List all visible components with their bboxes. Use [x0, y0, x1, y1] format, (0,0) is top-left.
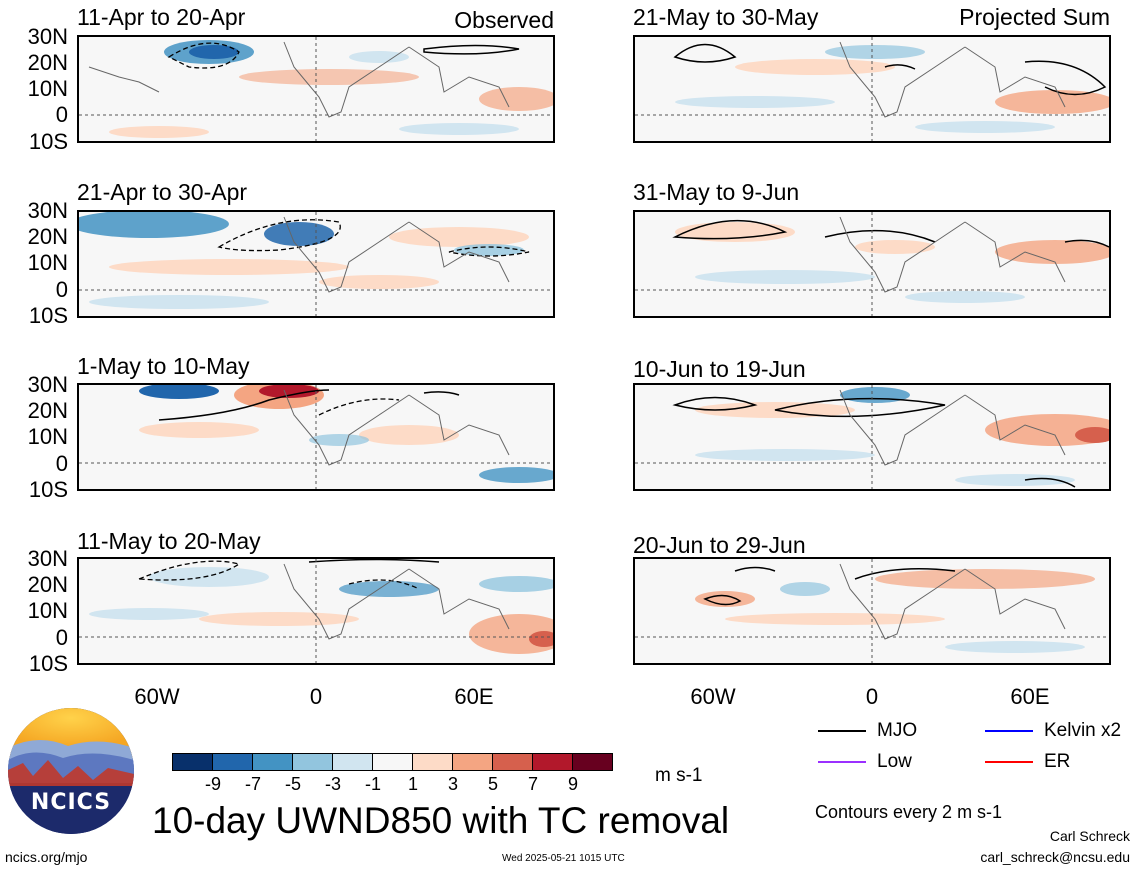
colorbar-tick-label: 3 — [447, 774, 458, 794]
panel-title: 10-Jun to 19-Jun — [633, 356, 806, 382]
lat-label: 10N — [27, 598, 68, 623]
colorbar-swatch — [252, 753, 293, 771]
colorbar-tick-label: 9 — [567, 774, 578, 794]
colorbar-tick-label: -1 — [364, 774, 381, 794]
colorbar-swatch — [212, 753, 253, 771]
lat-label: 30N — [27, 372, 68, 397]
lat-label: 30N — [27, 546, 68, 571]
map-panel — [633, 383, 1111, 491]
legend-line-kelvin — [985, 730, 1033, 732]
contours-note: Contours every 2 m s-1 — [815, 802, 1003, 822]
lat-label: 0 — [55, 451, 68, 476]
lat-label: 20N — [27, 50, 68, 75]
colorbar-swatch — [372, 753, 413, 771]
footer-url[interactable]: ncics.org/mjo — [5, 849, 88, 865]
legend-label-mjo: MJO — [877, 720, 918, 741]
colorbar-swatch — [452, 753, 493, 771]
legend-line-er — [985, 761, 1033, 763]
panel-title: 11-Apr to 20-Apr — [77, 4, 246, 30]
colorbar-swatch — [572, 753, 613, 771]
panel-corner-label: Projected Sum — [959, 4, 1110, 30]
colorbar-swatch — [532, 753, 573, 771]
legend-label-er: ER — [1044, 751, 1071, 772]
colorbar — [172, 753, 613, 773]
map-panel — [633, 35, 1111, 143]
colorbar-tick-label: -5 — [284, 774, 301, 794]
panel-corner-label: Observed — [454, 7, 554, 33]
lon-label: 60E — [1010, 684, 1050, 709]
colorbar-tick-label: 5 — [487, 774, 498, 794]
colorbar-swatch — [172, 753, 213, 771]
lon-label: 60W — [690, 684, 736, 709]
lat-label: 10S — [28, 303, 68, 328]
lat-label: 10S — [28, 477, 68, 502]
lat-label: 10S — [28, 129, 68, 154]
map-panel — [77, 557, 555, 665]
map-panel — [77, 210, 555, 318]
credit-email: carl_schreck@ncsu.edu — [980, 849, 1130, 865]
lat-label: 30N — [27, 198, 68, 223]
colorbar-tick-label: -3 — [324, 774, 341, 794]
colorbar-swatch — [412, 753, 453, 771]
lat-label: 20N — [27, 224, 68, 249]
map-panel — [77, 383, 555, 491]
colorbar-swatch — [492, 753, 533, 771]
ncics-logo: NCICS — [8, 708, 134, 834]
panel-title: 21-Apr to 30-Apr — [77, 179, 248, 205]
lon-label: 60W — [134, 684, 180, 709]
colorbar-swatch — [332, 753, 373, 771]
lat-label: 0 — [55, 102, 68, 127]
map-panel — [77, 35, 555, 143]
map-panel — [633, 210, 1111, 318]
panel-title: 21-May to 30-May — [633, 4, 819, 30]
lat-label: 10N — [27, 424, 68, 449]
lat-label: 0 — [55, 625, 68, 650]
colorbar-units: m s-1 — [655, 765, 703, 786]
legend-line-low — [818, 761, 866, 763]
legend-label-low: Low — [877, 751, 912, 772]
lat-label: 10N — [27, 76, 68, 101]
lat-label: 20N — [27, 398, 68, 423]
colorbar-tick-label: -9 — [204, 774, 221, 794]
panel-title: 1-May to 10-May — [77, 353, 250, 379]
panel-title: 31-May to 9-Jun — [633, 179, 800, 205]
colorbar-tick-label: 1 — [407, 774, 418, 794]
logo-text: NCICS — [30, 790, 112, 815]
map-panel — [633, 557, 1111, 665]
lon-label: 0 — [865, 684, 879, 709]
legend-label-kelvin: Kelvin x2 — [1044, 720, 1122, 741]
lat-label: 0 — [55, 277, 68, 302]
colorbar-tick-label: 7 — [527, 774, 538, 794]
lat-label: 20N — [27, 572, 68, 597]
lon-label: 0 — [309, 684, 323, 709]
lat-label: 30N — [27, 24, 68, 49]
main-title: 10-day UWND850 with TC removal — [152, 800, 730, 841]
colorbar-swatch — [292, 753, 333, 771]
lat-label: 10N — [27, 250, 68, 275]
lon-label: 60E — [454, 684, 494, 709]
panel-title: 11-May to 20-May — [77, 528, 261, 554]
footer-timestamp: Wed 2025-05-21 1015 UTC — [502, 853, 625, 864]
credit-name: Carl Schreck — [1049, 828, 1130, 844]
colorbar-ticks: -9 -7 -5 -3 -1 1 3 5 7 9 — [173, 775, 633, 797]
colorbar-tick-label: -7 — [244, 774, 261, 794]
panel-title: 20-Jun to 29-Jun — [633, 532, 806, 558]
legend-line-mjo — [818, 730, 866, 732]
lat-label: 10S — [28, 651, 68, 676]
